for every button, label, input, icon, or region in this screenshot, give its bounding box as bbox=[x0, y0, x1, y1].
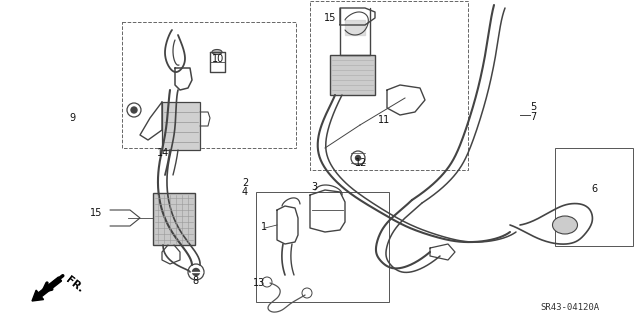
Ellipse shape bbox=[552, 216, 577, 234]
Bar bbox=[330, 55, 375, 95]
FancyArrow shape bbox=[32, 277, 61, 301]
Text: FR.: FR. bbox=[64, 275, 85, 295]
Text: 5: 5 bbox=[530, 102, 536, 112]
Text: 14: 14 bbox=[157, 148, 169, 158]
Text: 9: 9 bbox=[69, 113, 75, 123]
Ellipse shape bbox=[212, 49, 222, 55]
Bar bbox=[310, 1, 468, 170]
Text: 7: 7 bbox=[530, 112, 536, 122]
Text: 2: 2 bbox=[242, 178, 248, 188]
Circle shape bbox=[193, 269, 200, 276]
Text: 13: 13 bbox=[253, 278, 265, 288]
Bar bbox=[162, 102, 200, 150]
Text: 15: 15 bbox=[90, 208, 102, 218]
Text: 11: 11 bbox=[378, 115, 390, 125]
Circle shape bbox=[355, 155, 360, 160]
Text: 10: 10 bbox=[212, 54, 224, 64]
Text: 4: 4 bbox=[242, 187, 248, 197]
Text: 12: 12 bbox=[355, 158, 367, 168]
Text: 3: 3 bbox=[311, 182, 317, 192]
Text: 15: 15 bbox=[324, 13, 336, 23]
Text: 1: 1 bbox=[261, 222, 267, 232]
Bar bbox=[153, 193, 195, 245]
Text: SR43-04120A: SR43-04120A bbox=[540, 302, 600, 311]
Bar bbox=[256, 192, 389, 302]
Bar bbox=[122, 22, 296, 148]
Text: 8: 8 bbox=[192, 276, 198, 286]
Text: 6: 6 bbox=[591, 184, 597, 194]
Circle shape bbox=[131, 107, 137, 113]
Bar bbox=[555, 148, 633, 246]
